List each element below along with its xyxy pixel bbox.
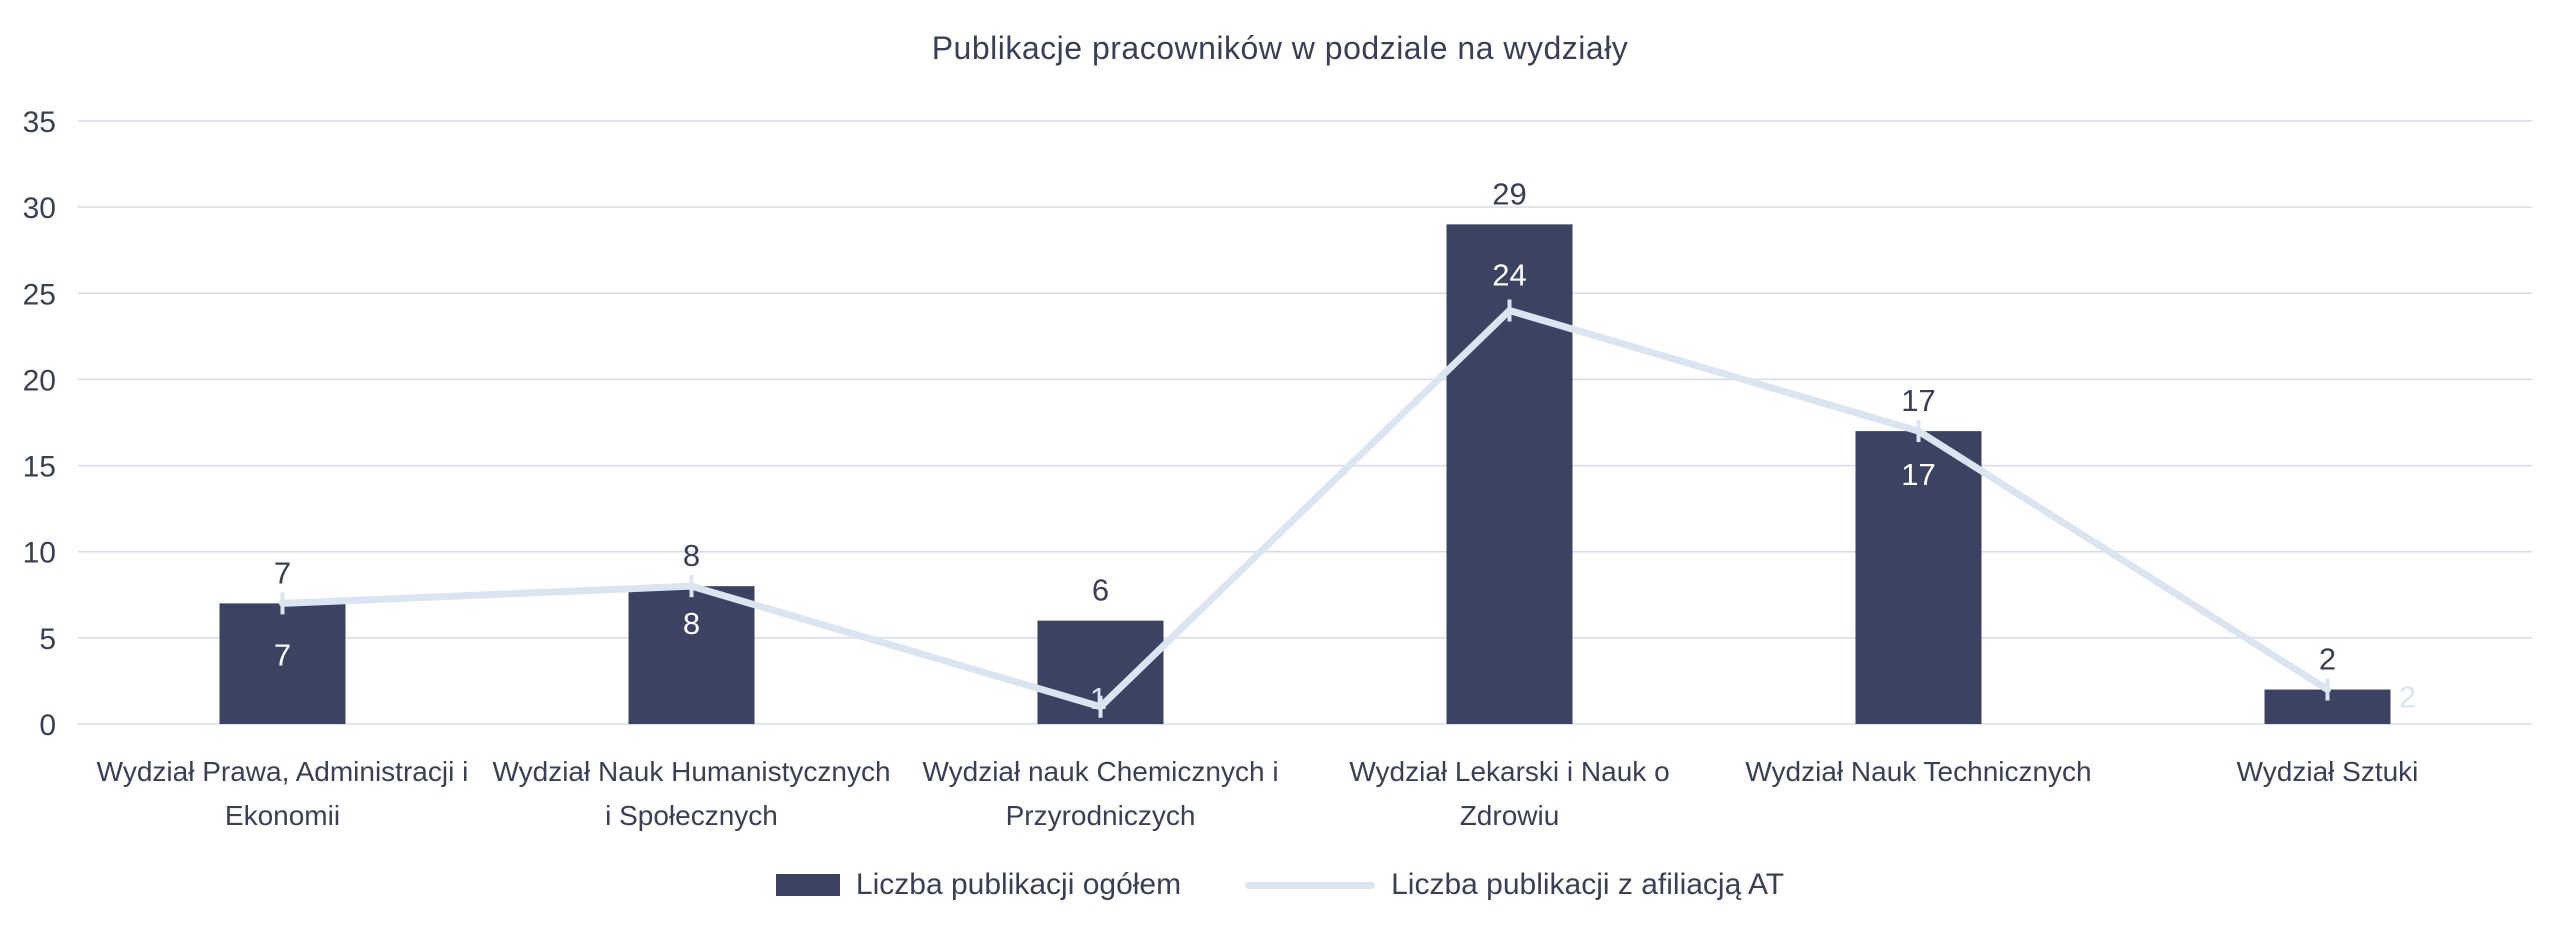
svg-text:8: 8 — [683, 538, 700, 573]
svg-text:17: 17 — [1901, 457, 1935, 492]
svg-text:7: 7 — [274, 637, 291, 672]
svg-text:Wydział Prawa, Administracji i: Wydział Prawa, Administracji i Ekonomii — [97, 756, 469, 831]
legend-item-line-series[interactable]: Liczba publikacji z afiliacją AT — [1245, 868, 1784, 902]
svg-text:15: 15 — [23, 451, 56, 484]
chart-legend: Liczba publikacji ogółem Liczba publikac… — [0, 868, 2560, 902]
svg-text:7: 7 — [274, 555, 291, 590]
svg-text:2: 2 — [2319, 642, 2336, 677]
svg-text:1: 1 — [1090, 681, 1107, 716]
svg-text:8: 8 — [683, 606, 700, 641]
line-series-swatch — [1245, 881, 1376, 889]
svg-text:29: 29 — [1492, 176, 1526, 211]
svg-text:24: 24 — [1492, 258, 1526, 293]
svg-text:20: 20 — [23, 364, 56, 397]
svg-text:5: 5 — [39, 623, 56, 656]
svg-text:25: 25 — [23, 278, 56, 311]
legend-label-bar-series: Liczba publikacji ogółem — [855, 868, 1182, 901]
svg-text:35: 35 — [23, 106, 56, 139]
svg-text:2: 2 — [2399, 680, 2416, 715]
bar-series-swatch — [775, 874, 840, 896]
svg-text:17: 17 — [1901, 383, 1935, 418]
chart-title: Publikacje pracowników w podziale na wyd… — [931, 30, 1629, 66]
svg-text:10: 10 — [23, 537, 56, 570]
legend-label-line-series: Liczba publikacji z afiliacją AT — [1391, 868, 1785, 901]
legend-item-bar-series[interactable]: Liczba publikacji ogółem — [775, 868, 1182, 902]
svg-text:Wydział Nauk Technicznych: Wydział Nauk Technicznych — [1745, 756, 2091, 787]
svg-text:Wydział Sztuki: Wydział Sztuki — [2237, 756, 2419, 787]
svg-text:0: 0 — [39, 709, 56, 742]
svg-text:6: 6 — [1092, 573, 1109, 608]
svg-text:30: 30 — [23, 192, 56, 225]
